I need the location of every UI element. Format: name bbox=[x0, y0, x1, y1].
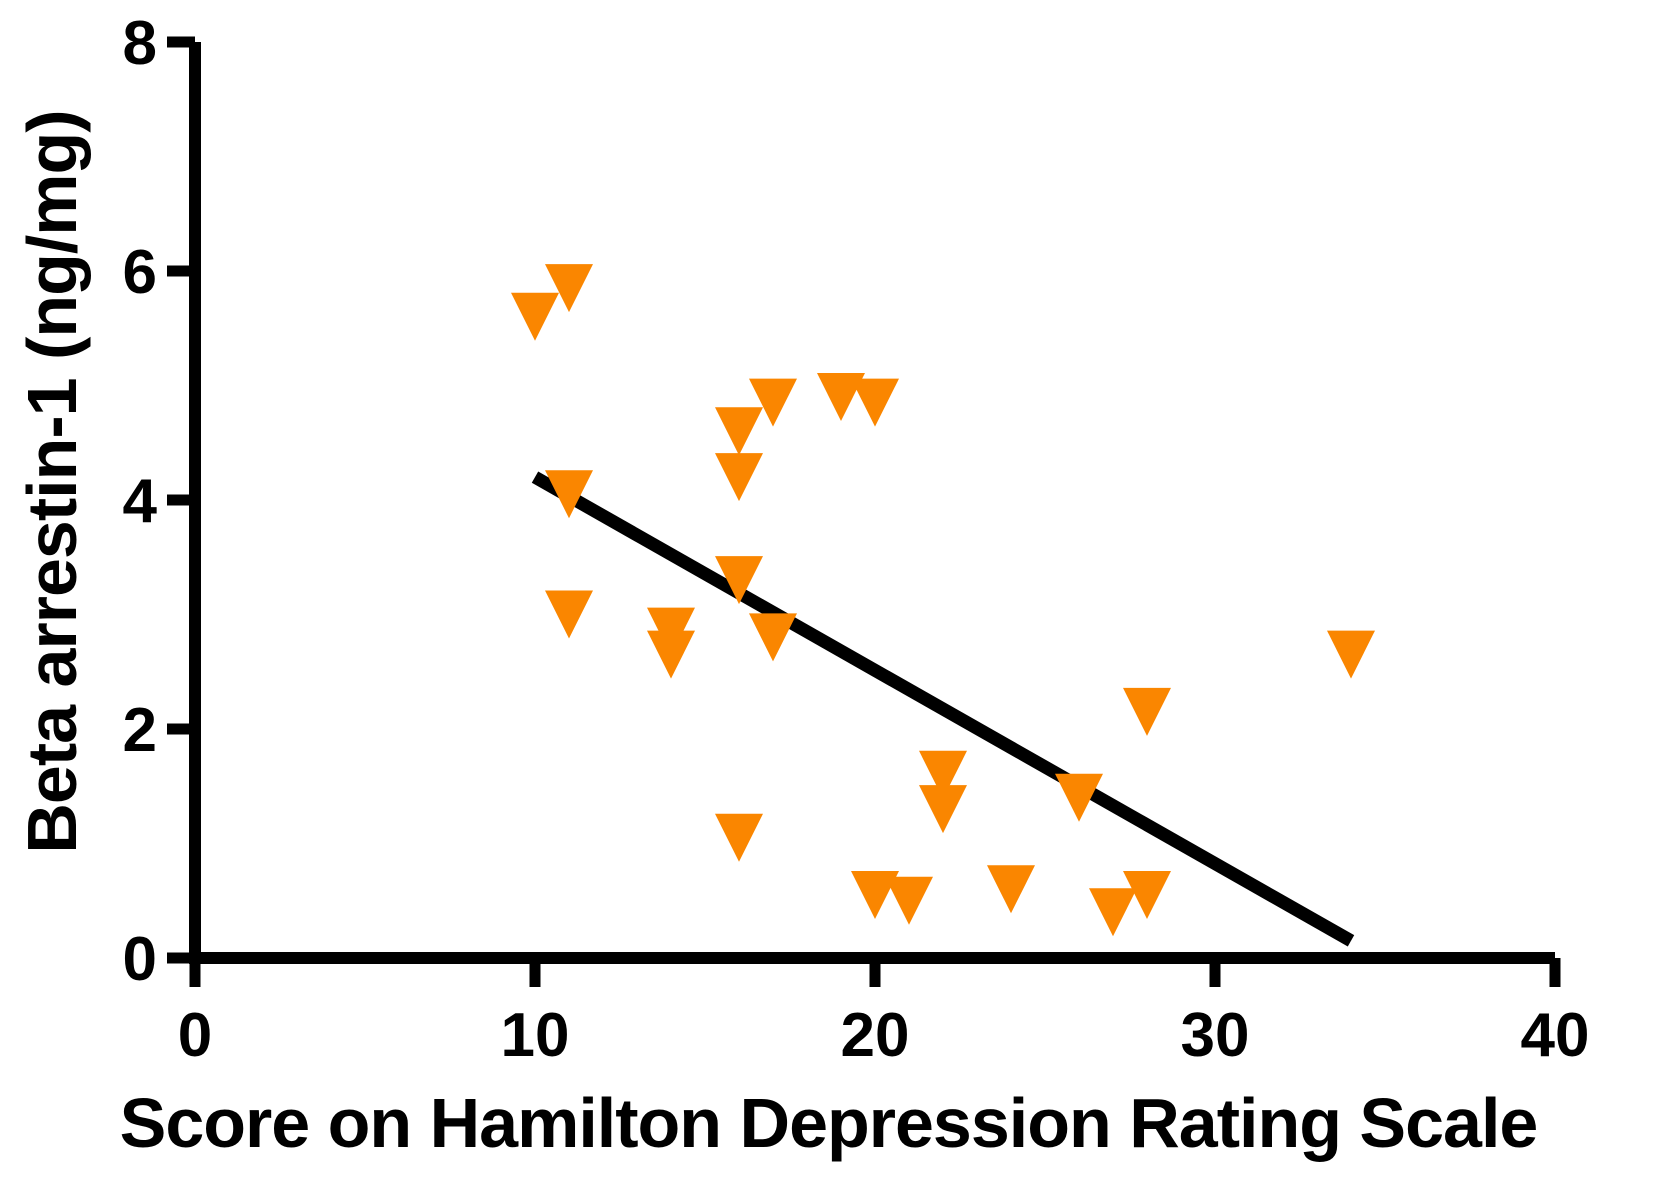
data-point-marker bbox=[987, 865, 1035, 914]
y-tick-label: 6 bbox=[123, 238, 157, 307]
data-point-marker bbox=[1123, 687, 1171, 736]
data-point-marker bbox=[749, 378, 797, 427]
trend-line bbox=[531, 471, 1355, 947]
data-point-marker bbox=[715, 556, 763, 605]
data-point-marker bbox=[545, 264, 593, 313]
data-point-marker bbox=[749, 613, 797, 662]
data-point-marker bbox=[715, 407, 763, 456]
y-axis-title: Beta arrestin-1 (ng/mg) bbox=[13, 110, 91, 854]
data-point-marker bbox=[851, 871, 899, 920]
data-point-marker bbox=[715, 813, 763, 862]
data-point-marker bbox=[919, 750, 967, 799]
data-point-marker bbox=[885, 876, 933, 925]
data-point-marker bbox=[715, 453, 763, 502]
data-point-marker bbox=[647, 630, 695, 679]
x-tick-label: 20 bbox=[841, 1001, 910, 1070]
y-tick-label: 8 bbox=[123, 9, 157, 78]
y-tick-label: 2 bbox=[123, 696, 157, 765]
data-point-marker bbox=[511, 292, 559, 341]
x-tick-label: 10 bbox=[501, 1001, 570, 1070]
data-point-marker bbox=[851, 378, 899, 427]
x-tick-label: 30 bbox=[1181, 1001, 1250, 1070]
data-point-marker bbox=[1327, 630, 1375, 679]
data-point-marker bbox=[919, 785, 967, 834]
y-tick-label: 4 bbox=[123, 467, 158, 536]
x-tick-label: 0 bbox=[178, 1001, 212, 1070]
y-tick-label: 0 bbox=[123, 925, 157, 994]
data-point-marker bbox=[1055, 773, 1103, 822]
x-axis-title: Score on Hamilton Depression Rating Scal… bbox=[119, 1084, 1539, 1162]
x-tick-label: 40 bbox=[1521, 1001, 1590, 1070]
data-point-marker bbox=[545, 590, 593, 639]
data-point-marker bbox=[545, 470, 593, 519]
data-point-marker bbox=[1089, 888, 1137, 937]
data-point-marker bbox=[817, 372, 865, 421]
data-point-marker bbox=[1123, 871, 1171, 920]
